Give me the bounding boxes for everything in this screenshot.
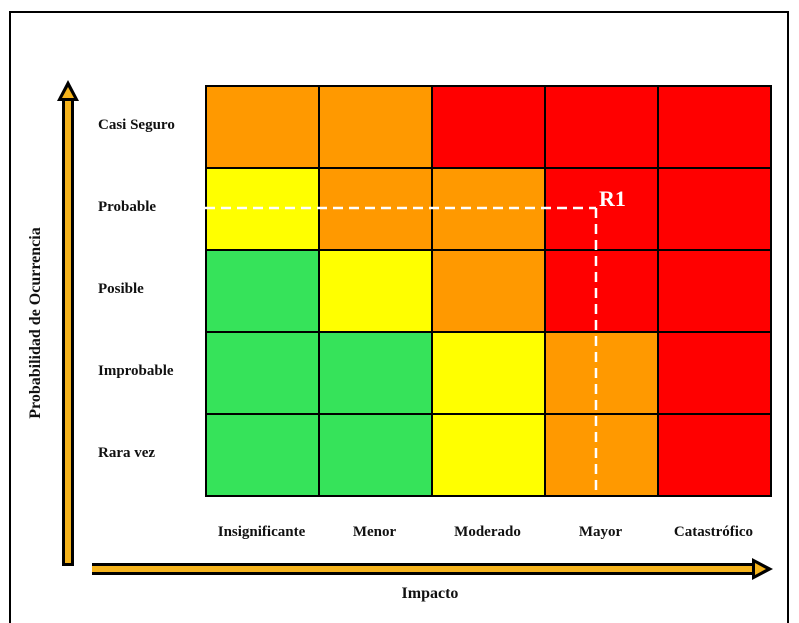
heatmap-cell xyxy=(544,413,659,497)
risk-marker-label: R1 xyxy=(598,186,626,211)
heatmap-cell xyxy=(431,331,546,415)
x-axis-title: Impacto xyxy=(401,585,459,602)
impact-tick-label: Moderado xyxy=(454,524,521,540)
heatmap-cell xyxy=(205,249,320,333)
heatmap-cell xyxy=(657,85,772,169)
heatmap-cell xyxy=(205,331,320,415)
probability-tick-label: Rara vez xyxy=(98,445,156,461)
y-axis-title: Probabilidad de Ocurrencia xyxy=(27,227,44,419)
probability-tick-label: Improbable xyxy=(98,363,174,379)
impact-tick-label: Insignificante xyxy=(217,524,306,540)
heatmap-cell xyxy=(318,85,433,169)
r1-dashed-guides xyxy=(205,206,598,495)
impact-tick-label: Mayor xyxy=(578,524,623,540)
y-axis-arrow xyxy=(57,80,79,566)
heatmap-cell xyxy=(318,331,433,415)
chart-frame xyxy=(9,11,789,623)
probability-tick-label: Probable xyxy=(98,199,157,215)
heatmap-cell xyxy=(657,413,772,497)
heatmap-cell xyxy=(205,413,320,497)
impact-tick-label: Menor xyxy=(352,524,397,540)
probability-tick-label: Posible xyxy=(98,281,144,297)
heatmap-cell xyxy=(431,413,546,497)
impact-tick-label: Catastrófico xyxy=(673,524,754,540)
heatmap-cell xyxy=(657,331,772,415)
x-axis-arrow xyxy=(92,558,773,580)
probability-tick-label: Casi Seguro xyxy=(98,117,175,133)
